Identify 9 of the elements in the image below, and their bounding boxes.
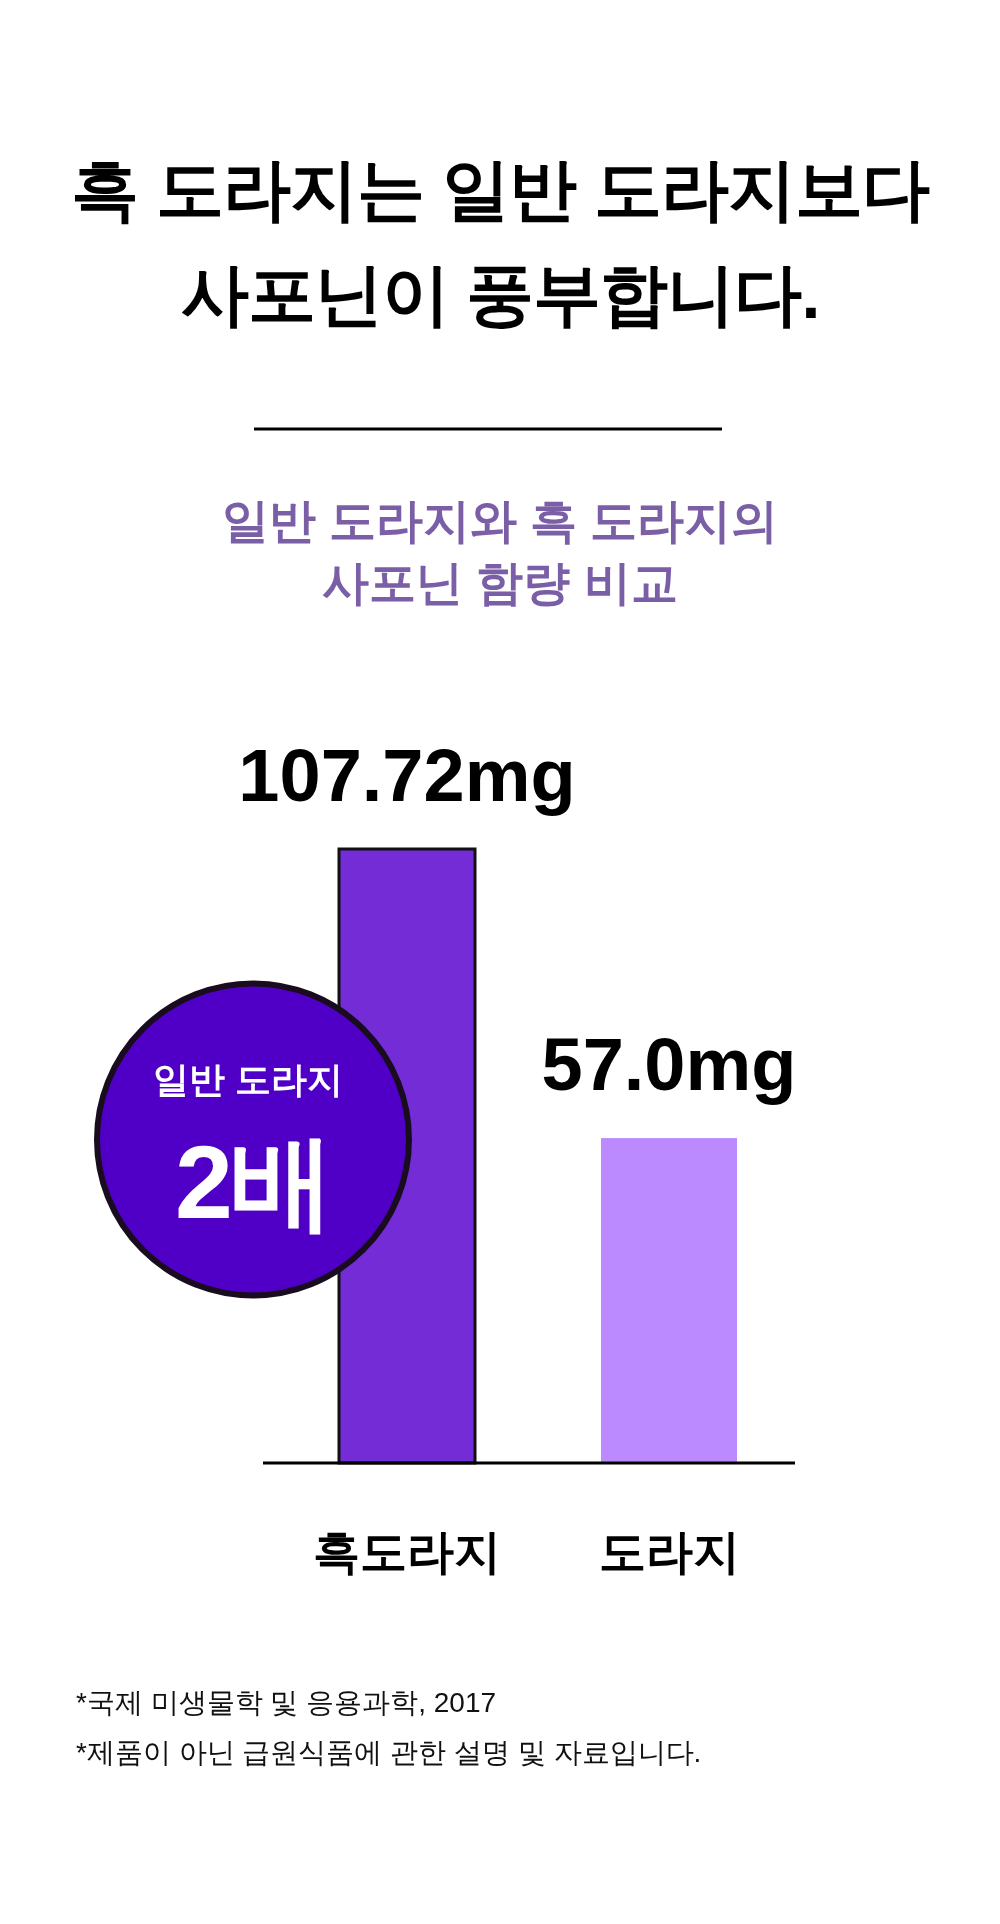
data-label: 107.72mg xyxy=(238,734,576,817)
text: *제품이 아닌 급원식품에 관한 설명 및 자료입니다. xyxy=(76,1737,702,1768)
chart-title: 흑 도라지는 일반 도라지보다 사포닌이 풍부합니다. xyxy=(70,150,931,334)
annotation: 일반 도라지 2배 xyxy=(152,1059,354,1241)
x-tick-label: 도라지 xyxy=(598,1525,740,1578)
x-tick-label: 흑도라지 xyxy=(313,1525,501,1578)
data-label: 57.0mg xyxy=(541,1023,797,1107)
text: *국제 미생물학 및 응용과학, 2017 xyxy=(76,1687,497,1718)
chart-subtitle: 일반 도라지와 흑 도라지의 사포닌 함량 비교 xyxy=(220,493,780,611)
